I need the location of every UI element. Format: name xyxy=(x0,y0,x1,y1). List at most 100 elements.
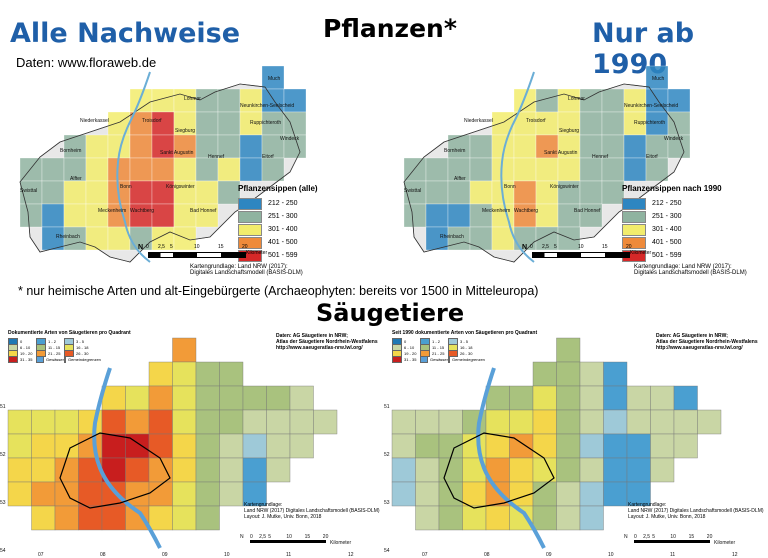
grid-cell xyxy=(266,385,291,411)
grid-cell xyxy=(556,409,581,435)
legend-swatch xyxy=(238,210,262,223)
place-label: Wachtberg xyxy=(514,208,538,214)
mammals-legend-left: 0 1 - 2 3 - 5 6 - 10 11 - 15 16 - 18 19 - 20 21… xyxy=(8,337,101,363)
legend-label: 19 - 20 xyxy=(20,350,33,356)
place-label: Alfter xyxy=(70,176,82,182)
grid-cell xyxy=(173,226,197,251)
grid-cell xyxy=(556,505,581,531)
legend-label: 26 - 30 xyxy=(76,350,89,356)
scale-label: 20 xyxy=(323,534,329,540)
x-tick-label: 10 xyxy=(608,552,614,558)
grid-cell xyxy=(289,409,314,435)
grid-cell xyxy=(148,505,173,531)
grid-cell xyxy=(601,180,625,205)
grid-cell xyxy=(469,157,493,182)
scale-unit: Kilometer xyxy=(330,540,351,546)
legend-title: Pflanzensippen (alle) xyxy=(238,184,318,193)
grid-cell xyxy=(266,409,291,435)
grid-cell xyxy=(447,203,471,228)
grid-cell xyxy=(172,505,197,531)
grid-cell xyxy=(125,385,150,411)
grid-cell xyxy=(425,180,449,205)
left-title: Alle Nachweise xyxy=(10,18,241,49)
grid-cell xyxy=(172,385,197,411)
grid-cell xyxy=(673,433,698,459)
grid-cell xyxy=(217,180,241,205)
grid-cell xyxy=(438,457,463,483)
place-label: Troisdorf xyxy=(526,118,546,124)
legend-label: 6 - 10 xyxy=(20,344,31,350)
grid-cell xyxy=(415,505,440,531)
y-tick-label: 52 xyxy=(384,452,390,458)
grid-cell xyxy=(650,433,675,459)
grid-cell xyxy=(556,361,581,387)
x-tick-label: 09 xyxy=(162,552,168,558)
grid-cell xyxy=(509,409,534,435)
grid-cell xyxy=(579,180,603,205)
legend-label: 16 - 18 xyxy=(460,344,473,350)
place-label: Bad Honnef xyxy=(190,208,217,214)
grid-cell xyxy=(219,385,244,411)
mammals-chart-title: Dokumentierte Arten von Säugetieren pro … xyxy=(8,330,131,336)
legend-plants-all: Pflanzensippen (alle) 212 - 250 251 - 300… xyxy=(238,184,318,262)
rhine-river xyxy=(116,71,151,263)
place-label: Windeck xyxy=(280,136,300,142)
grid-cell xyxy=(172,409,197,435)
grid-cell xyxy=(532,361,557,387)
x-tick-label: 11 xyxy=(286,552,291,558)
grid-cell xyxy=(148,433,173,459)
legend-swatch xyxy=(622,210,646,223)
legend-label: 3 - 5 xyxy=(460,338,469,344)
mammals-title: Säugetiere xyxy=(316,299,465,327)
place-label: Hennef xyxy=(208,154,225,160)
scale-label: 0 xyxy=(250,534,253,540)
grid-cell xyxy=(513,157,537,182)
place-label: Wachtberg xyxy=(130,208,154,214)
grid-cell xyxy=(532,433,557,459)
scale-label: 0 xyxy=(530,244,533,250)
district-boundary xyxy=(19,83,301,263)
scale-unit: Kilometer xyxy=(714,540,735,546)
grid-cell xyxy=(645,157,669,182)
legend-label: 16 - 18 xyxy=(76,344,89,350)
grid-cell xyxy=(148,361,173,387)
grid-cell xyxy=(172,481,197,507)
grid-cell xyxy=(425,203,449,228)
legend-label: 6 - 10 xyxy=(404,344,415,350)
grid-cell xyxy=(391,409,416,435)
grid-cell xyxy=(469,226,493,251)
grid-cell xyxy=(673,409,698,435)
grid-cell xyxy=(415,457,440,483)
grid-cell xyxy=(556,385,581,411)
source-line: Atlas der Säugetiere Nordrhein-Westfalen… xyxy=(276,339,378,345)
legend-swatch xyxy=(238,236,262,249)
grid-cell xyxy=(623,134,647,159)
legend-label: 21 - 25 xyxy=(432,350,445,356)
grid-cell xyxy=(485,409,510,435)
grid-cell xyxy=(217,111,241,136)
legend-label: 401 - 500 xyxy=(652,239,682,246)
legend-title: Pflanzensippen nach 1990 xyxy=(622,184,722,193)
grid-cell xyxy=(603,361,628,387)
grid-cell xyxy=(239,134,263,159)
scale-label: 2,5 xyxy=(643,534,650,540)
grid-cell xyxy=(148,385,173,411)
legend-label: 401 - 500 xyxy=(268,239,298,246)
grid-cell xyxy=(85,157,109,182)
place-label: Sankt Augustin xyxy=(544,150,578,156)
grid-cell xyxy=(195,409,220,435)
legend-label: 31 - 35 xyxy=(20,356,33,362)
grid-cell xyxy=(85,180,109,205)
grid-cell xyxy=(195,111,219,136)
grid-cell xyxy=(469,134,493,159)
grid-cell xyxy=(217,88,241,113)
legend-item: 301 - 400 xyxy=(622,223,722,236)
grid-cell xyxy=(195,203,219,228)
legend-item: 301 - 400 xyxy=(238,223,318,236)
legend-swatch xyxy=(8,355,18,363)
grid-cell xyxy=(266,433,291,459)
grid-cell xyxy=(7,433,32,459)
grid-cell xyxy=(173,157,197,182)
grid-cell xyxy=(7,481,32,507)
mammals-credit-right: Kartengrundlage: Land NRW (2017) Digital… xyxy=(628,502,764,520)
